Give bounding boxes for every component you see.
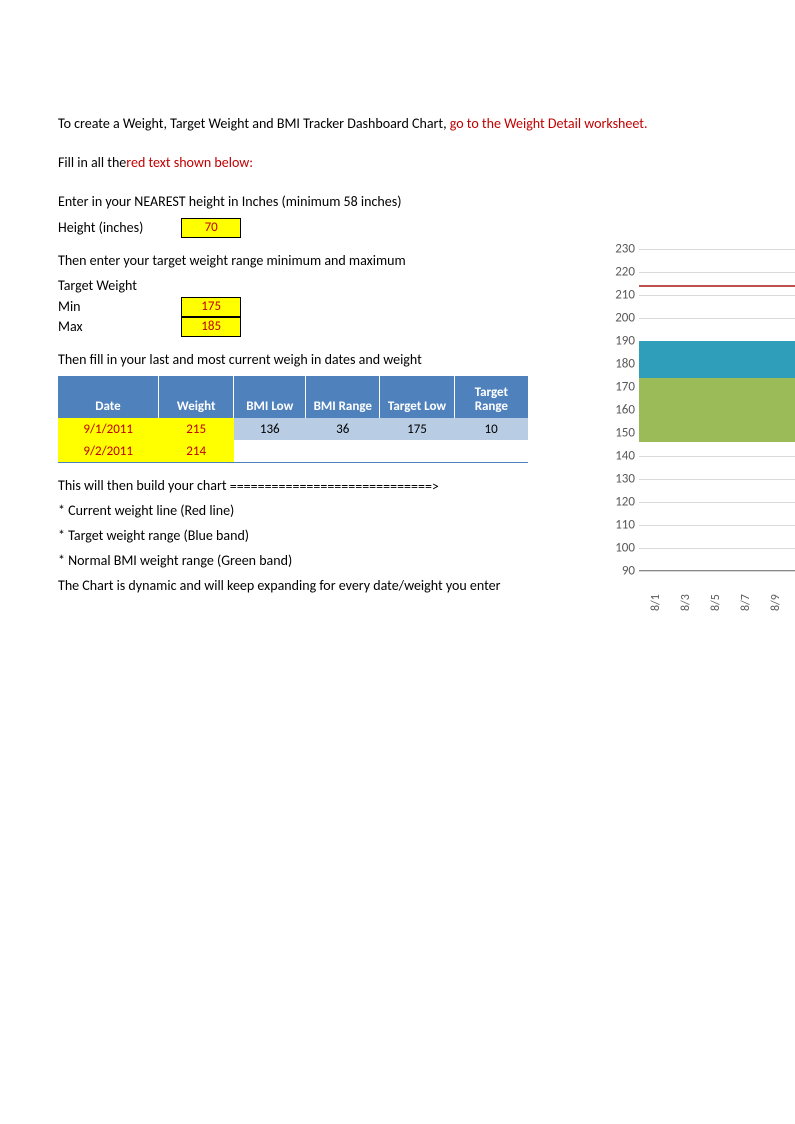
cell-weight[interactable]: 215: [158, 418, 234, 440]
y-tick-label: 90: [599, 564, 635, 579]
arrow: =============================>: [230, 478, 439, 497]
cell-targetrange: [454, 440, 528, 463]
intro-text-1: To create a Weight, Target Weight and BM…: [58, 115, 450, 132]
height-prompt: Enter in your NEAREST height in Inches (…: [58, 193, 758, 212]
target-range-band: [639, 341, 795, 378]
y-tick-label: 170: [599, 380, 635, 395]
data-table: Date Weight BMI Low BMI Range Target Low…: [58, 376, 528, 463]
gridline: [639, 525, 795, 526]
chart: 90 100 110 120 130 140 150 160 170 180 190 200 210 22…: [591, 237, 795, 637]
y-tick-label: 130: [599, 472, 635, 487]
build-text: This will then build your chart: [58, 477, 227, 494]
y-tick-label: 220: [599, 265, 635, 280]
cell-bmilow: 136: [234, 418, 306, 440]
height-input[interactable]: 70: [181, 218, 241, 238]
y-tick-label: 200: [599, 311, 635, 326]
gridline: [639, 272, 795, 273]
x-tick-label: 8/5: [709, 594, 723, 611]
gridline: [639, 571, 795, 572]
cell-targetrange: 10: [454, 418, 528, 440]
intro-line-1: To create a Weight, Target Weight and BM…: [58, 115, 758, 134]
y-tick-label: 150: [599, 426, 635, 441]
bmi-range-band: [639, 378, 795, 442]
gridline: [639, 249, 795, 250]
intro-red-1: go to the Weight Detail worksheet.: [450, 115, 648, 132]
min-label: Min: [58, 297, 178, 317]
height-row: Height (inches) 70: [58, 218, 758, 238]
y-tick-label: 190: [599, 334, 635, 349]
y-tick-label: 100: [599, 541, 635, 556]
y-tick-label: 210: [599, 288, 635, 303]
col-targetrange: Target Range: [454, 376, 528, 418]
y-tick-label: 120: [599, 495, 635, 510]
x-tick-label: 8/9: [769, 594, 783, 611]
min-input[interactable]: 175: [181, 297, 241, 317]
y-tick-label: 230: [599, 242, 635, 257]
col-weight: Weight: [158, 376, 234, 418]
cell-date[interactable]: 9/1/2011: [58, 418, 158, 440]
gridline: [639, 548, 795, 549]
col-bmilow: BMI Low: [234, 376, 306, 418]
cell-date[interactable]: 9/2/2011: [58, 440, 158, 463]
cell-bmirange: [306, 440, 380, 463]
cell-weight[interactable]: 214: [158, 440, 234, 463]
col-bmirange: BMI Range: [306, 376, 380, 418]
table-row: 9/1/2011 215 136 36 175 10: [58, 418, 528, 440]
table-row: 9/2/2011 214: [58, 440, 528, 463]
intro-red-2: red text shown below:: [126, 154, 253, 171]
gridline: [639, 295, 795, 296]
max-label: Max: [58, 317, 178, 337]
intro-text-2: Fill in all the: [58, 154, 126, 171]
x-tick-label: 8/3: [679, 594, 693, 611]
gridline: [639, 502, 795, 503]
x-tick-label: 8/1: [649, 594, 663, 611]
cell-targetlow: 175: [380, 418, 454, 440]
max-input[interactable]: 185: [181, 317, 241, 337]
col-targetlow: Target Low: [380, 376, 454, 418]
gridline: [639, 456, 795, 457]
x-tick-label: 8/7: [739, 594, 753, 611]
cell-bmilow: [234, 440, 306, 463]
plot-area: [639, 249, 795, 571]
y-tick-label: 140: [599, 449, 635, 464]
gridline: [639, 479, 795, 480]
cell-bmirange: 36: [306, 418, 380, 440]
height-label: Height (inches): [58, 218, 178, 238]
gridline: [639, 318, 795, 319]
cell-targetlow: [380, 440, 454, 463]
col-date: Date: [58, 376, 158, 418]
y-tick-label: 160: [599, 403, 635, 418]
y-tick-label: 180: [599, 357, 635, 372]
intro-line-2: Fill in all thered text shown below:: [58, 154, 758, 173]
y-tick-label: 110: [599, 518, 635, 533]
weight-line: [639, 285, 795, 287]
x-axis: [639, 570, 795, 571]
table-header-row: Date Weight BMI Low BMI Range Target Low…: [58, 376, 528, 418]
